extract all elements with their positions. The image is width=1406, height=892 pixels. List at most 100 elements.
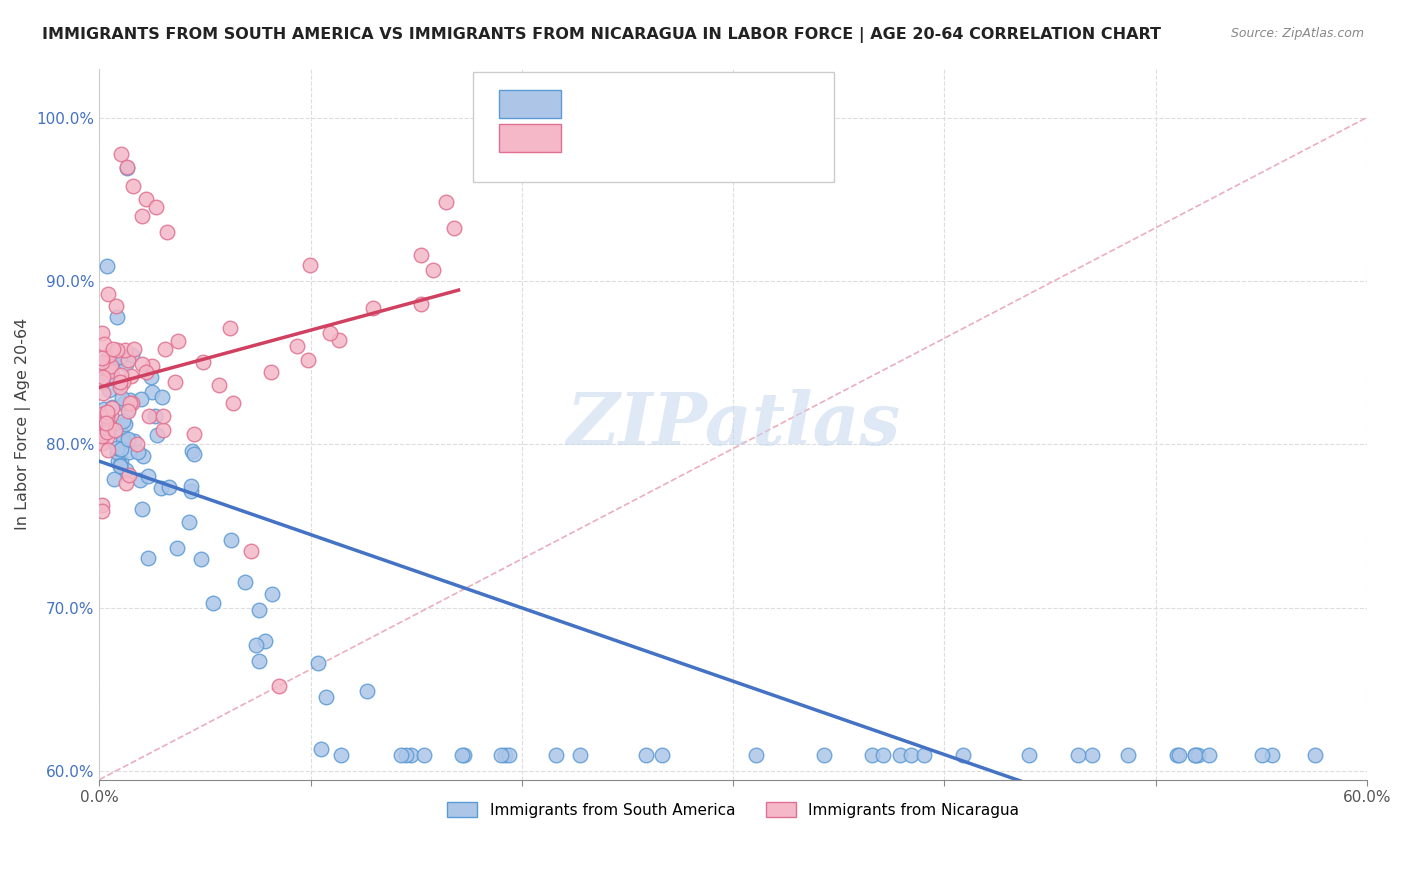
Point [108,376,131,390]
Text: -0.360: -0.360 [623,95,681,110]
Point [100,401,122,415]
Point [156,225,179,239]
Point [114,463,136,477]
Point [122,342,145,356]
Point [889,748,911,763]
Point [166,541,188,555]
Point [569,748,592,763]
Y-axis label: In Labor Force | Age 20-64: In Labor Force | Age 20-64 [15,318,31,530]
Point [152,409,174,424]
Point [117,403,139,417]
Point [1166,748,1188,763]
Point [97,384,120,398]
Point [138,409,160,423]
Point [98,419,121,434]
Point [1168,748,1191,763]
Point [103,471,125,485]
Point [105,445,128,459]
Point [111,414,134,428]
Point [389,748,412,763]
Point [96,416,118,430]
Point [180,479,202,493]
Point [93,370,115,384]
Point [110,350,132,364]
Point [131,392,153,407]
Point [93,366,115,380]
Point [494,748,516,763]
Point [110,368,132,383]
Point [260,365,283,379]
Point [872,748,894,763]
Point [146,428,169,442]
Text: 105: 105 [755,95,787,110]
Point [90,326,112,340]
Point [135,192,157,206]
Point [122,179,145,194]
Point [180,484,202,499]
Point [100,408,122,422]
Point [111,391,134,405]
Point [363,301,385,315]
Point [117,402,139,417]
Point [115,475,138,490]
Point [245,638,267,652]
Point [114,417,136,431]
Point [1184,748,1206,763]
Point [93,360,115,375]
Point [118,392,141,407]
Point [141,359,163,374]
Point [813,748,835,763]
Point [453,748,475,763]
Point [240,543,263,558]
Point [96,425,118,440]
Point [1184,748,1206,763]
Point [110,442,132,457]
Point [267,680,290,694]
Text: Source: ZipAtlas.com: Source: ZipAtlas.com [1230,27,1364,40]
Point [412,748,434,763]
Point [183,426,205,441]
Point [100,401,122,415]
Point [96,430,118,444]
Point [434,195,457,210]
Point [115,161,138,176]
Point [1198,748,1220,763]
Point [297,352,319,367]
Point [135,365,157,379]
Point [108,458,131,473]
Point [98,351,121,366]
Point [104,299,127,313]
Text: ZIPatlas: ZIPatlas [567,389,900,459]
Point [330,748,353,763]
Point [117,432,139,446]
Point [118,444,141,458]
Point [118,396,141,410]
Point [125,437,148,451]
Point [744,748,766,763]
Point [100,359,122,374]
Point [94,425,117,439]
Point [328,333,350,347]
Point [167,334,190,348]
Text: R =: R = [571,128,610,144]
Point [90,498,112,512]
Text: IMMIGRANTS FROM SOUTH AMERICA VS IMMIGRANTS FROM NICARAGUA IN LABOR FORCE | AGE : IMMIGRANTS FROM SOUTH AMERICA VS IMMIGRA… [42,27,1161,43]
Point [180,443,202,458]
Point [114,343,136,358]
Point [101,368,124,383]
Point [104,423,127,437]
Point [90,359,112,374]
Point [155,342,177,356]
Point [218,321,240,335]
Point [498,748,520,763]
Text: 82: 82 [755,128,778,144]
Point [179,515,201,529]
Point [90,428,112,442]
Text: N =: N = [702,95,737,110]
Point [105,310,128,324]
Point [900,748,922,763]
Point [112,434,135,449]
Point [136,468,159,483]
Point [299,258,322,272]
Point [150,481,173,495]
